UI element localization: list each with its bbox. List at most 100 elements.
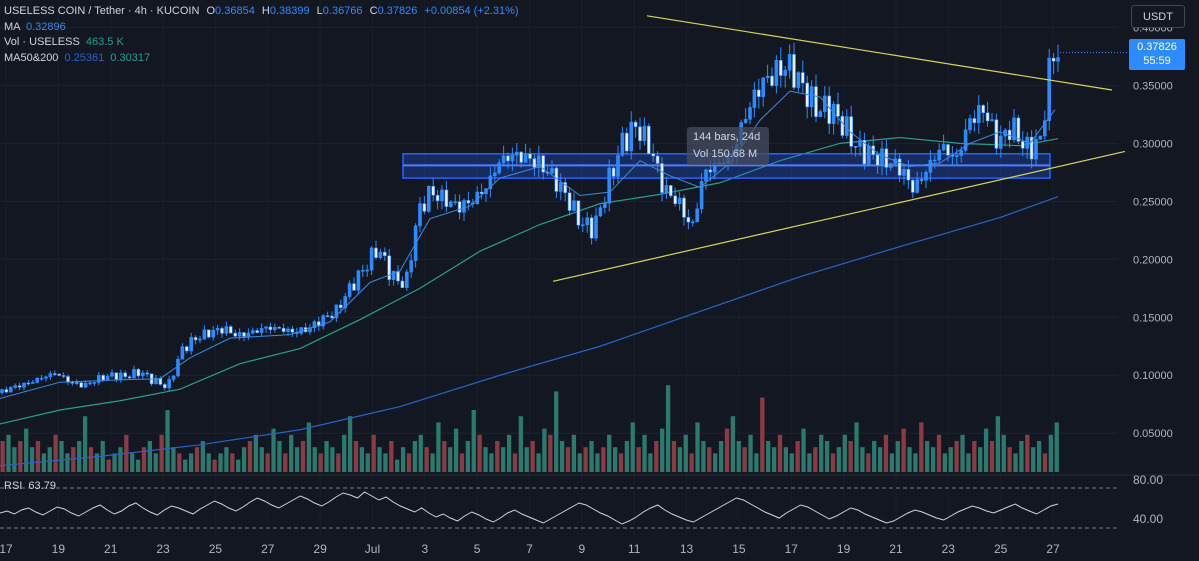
candle-body bbox=[563, 182, 568, 194]
currency-button[interactable]: USDT bbox=[1131, 5, 1185, 28]
price-tick-label: 0.10000 bbox=[1133, 370, 1173, 382]
candle-body bbox=[202, 329, 207, 340]
volume-bars bbox=[0, 385, 1059, 472]
candle-body bbox=[651, 153, 656, 157]
volume-bar bbox=[236, 459, 241, 472]
candle-body bbox=[968, 118, 972, 131]
time-tick-label: 5 bbox=[474, 542, 481, 556]
candle-body bbox=[229, 326, 233, 334]
ma-row[interactable]: MA 0.32896 bbox=[4, 20, 519, 36]
volume-bar bbox=[59, 441, 64, 472]
volume-bar bbox=[430, 453, 435, 472]
volume-row[interactable]: Vol · USELESS 463.5 K bbox=[4, 35, 519, 51]
volume-bar bbox=[24, 428, 29, 472]
candle-body bbox=[308, 327, 312, 333]
volume-bar bbox=[760, 397, 765, 472]
candle-body bbox=[167, 379, 171, 389]
rsi-legend[interactable]: RSI 63.79 bbox=[4, 480, 56, 492]
volume-bar bbox=[877, 447, 883, 472]
volume-bar bbox=[636, 447, 641, 472]
volume-bar bbox=[1054, 422, 1059, 472]
symbol-title[interactable]: USELESS COIN / Tether · 4h · KUCOIN bbox=[4, 5, 200, 17]
volume-bar bbox=[960, 434, 965, 472]
candle-body bbox=[567, 192, 572, 211]
volume-bar bbox=[483, 447, 488, 472]
volume-bar bbox=[701, 441, 706, 472]
volume-bar bbox=[783, 447, 789, 472]
candle-body bbox=[365, 269, 370, 272]
volume-bar bbox=[577, 453, 582, 472]
candle-body bbox=[924, 171, 928, 181]
candle-body bbox=[682, 197, 686, 218]
candle-body bbox=[268, 326, 273, 330]
candle-body bbox=[572, 200, 576, 211]
candle-body bbox=[141, 372, 145, 377]
candle-body bbox=[607, 167, 612, 204]
volume-bar bbox=[418, 434, 423, 472]
candle-body bbox=[198, 338, 202, 341]
volume-bar bbox=[512, 453, 518, 472]
candle-body bbox=[558, 182, 563, 192]
volume-bar bbox=[789, 453, 794, 472]
volume-bar bbox=[118, 447, 123, 472]
candle-body bbox=[163, 384, 167, 389]
volume-bar bbox=[530, 441, 535, 472]
volume-bar bbox=[459, 453, 465, 472]
volume-bar bbox=[571, 434, 577, 472]
volume-bar bbox=[65, 453, 70, 472]
trendline-upper[interactable] bbox=[646, 15, 1113, 91]
candle-body bbox=[1029, 136, 1034, 160]
candle-body bbox=[536, 155, 541, 168]
candle-body bbox=[541, 155, 546, 173]
candle-body bbox=[497, 162, 502, 174]
volume-bar bbox=[548, 434, 553, 472]
candle-body bbox=[171, 375, 176, 380]
volume-bar bbox=[777, 434, 783, 472]
candle-body bbox=[35, 378, 40, 383]
candle-body bbox=[246, 332, 251, 337]
volume-bar bbox=[400, 447, 406, 472]
volume-bar bbox=[94, 453, 100, 472]
candle-body bbox=[435, 194, 440, 202]
candle-body bbox=[704, 169, 708, 182]
candle-body bbox=[114, 372, 119, 380]
candle-body bbox=[514, 151, 519, 156]
candle-body bbox=[519, 151, 524, 163]
candle-body bbox=[981, 105, 986, 114]
price-tick-label: 0.20000 bbox=[1133, 254, 1173, 266]
volume-bar bbox=[1001, 434, 1006, 472]
volume-label: Vol · USELESS bbox=[4, 36, 80, 48]
volume-bar bbox=[677, 447, 683, 472]
candle-body bbox=[101, 375, 105, 381]
candle-body bbox=[119, 372, 123, 380]
candle-body bbox=[858, 139, 862, 147]
ohlc-close-label: C bbox=[369, 5, 378, 17]
candle-body bbox=[61, 375, 66, 377]
ohlc-low-label: L bbox=[316, 5, 323, 17]
candle-body bbox=[382, 251, 387, 257]
candle-body bbox=[954, 155, 959, 157]
candle-body bbox=[708, 169, 713, 173]
volume-bar bbox=[807, 453, 812, 472]
candle-body bbox=[690, 221, 695, 224]
ma50-200-row[interactable]: MA50&200 0.25361 0.30317 bbox=[4, 51, 519, 67]
candle-body bbox=[963, 129, 968, 151]
time-tick-label: 15 bbox=[732, 542, 746, 556]
time-tick-label: 19 bbox=[52, 542, 66, 556]
volume-bar bbox=[819, 434, 824, 472]
volume-bar bbox=[277, 441, 282, 472]
ohlc-high-value: 0.38399 bbox=[269, 5, 310, 17]
time-tick-label: Jul bbox=[365, 542, 380, 556]
candle-body bbox=[594, 215, 598, 239]
volume-bar bbox=[448, 447, 453, 472]
candle-body bbox=[585, 217, 590, 226]
volume-bar bbox=[224, 447, 229, 472]
candle-body bbox=[391, 270, 396, 280]
trendline-lower[interactable] bbox=[552, 150, 1126, 282]
volume-bar bbox=[925, 441, 930, 472]
volume-bar bbox=[289, 434, 294, 472]
volume-bar bbox=[424, 447, 429, 472]
volume-bar bbox=[612, 447, 618, 472]
volume-bar bbox=[648, 453, 653, 472]
